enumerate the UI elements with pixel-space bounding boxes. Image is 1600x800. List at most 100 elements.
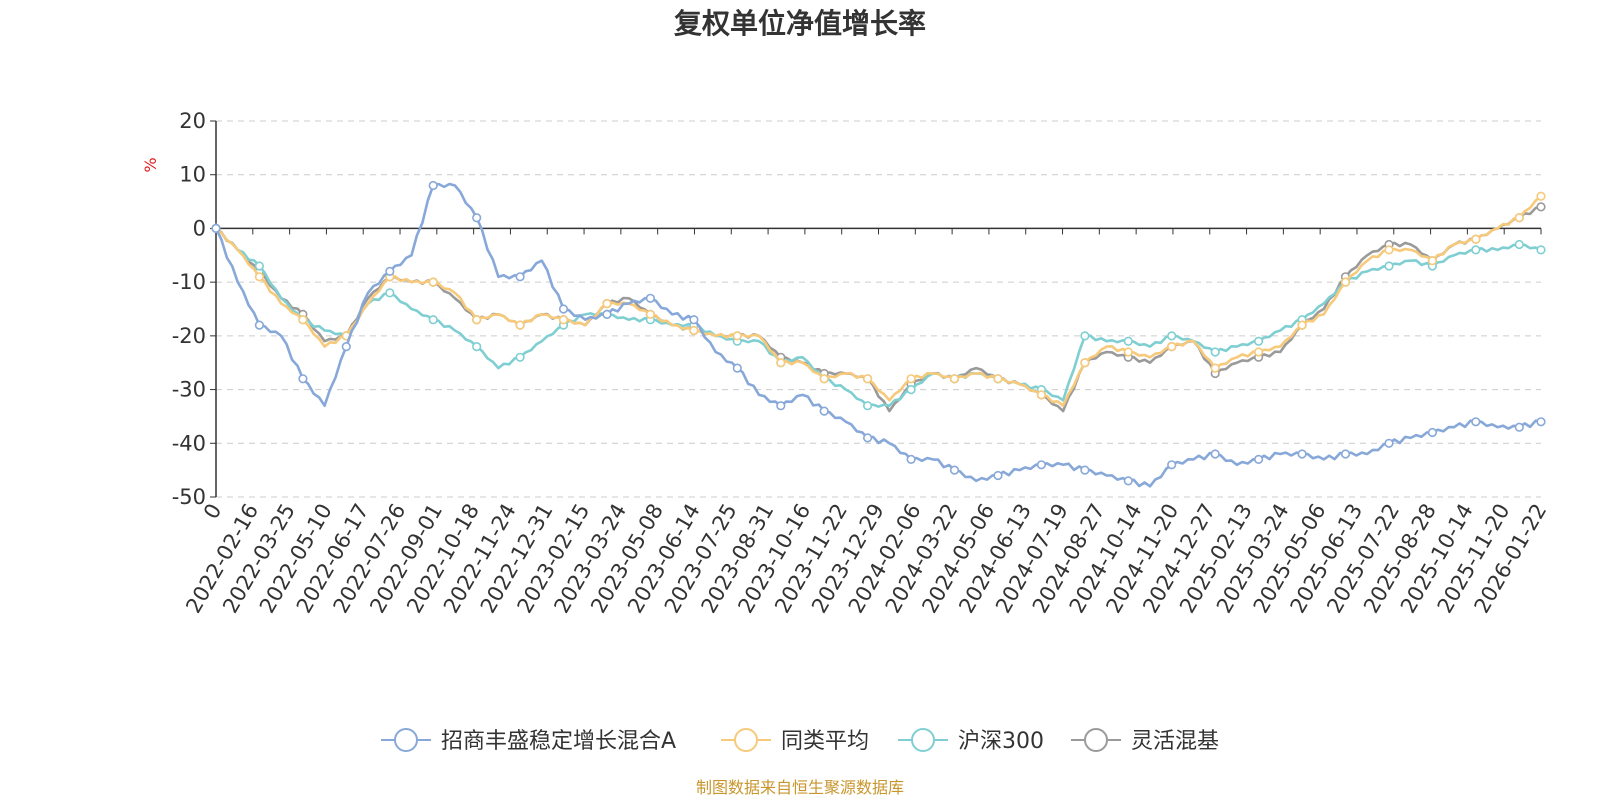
data-point [1297, 449, 1307, 459]
data-point [1536, 417, 1546, 427]
data-point [1123, 336, 1133, 346]
data-point [906, 454, 916, 465]
legend-marker [1084, 728, 1108, 752]
data-point [1514, 213, 1524, 223]
data-point [385, 266, 395, 277]
data-point [1471, 245, 1481, 255]
data-point [428, 315, 438, 325]
data-point [341, 342, 351, 352]
data-point [1210, 449, 1220, 459]
data-point [949, 465, 960, 475]
data-point [1340, 449, 1351, 459]
data-point [689, 325, 699, 336]
data-point [1471, 417, 1481, 427]
y-tick-label: -20 [172, 324, 206, 348]
y-axis: 20 10 0 -10 -20 -30 -40 -50 [172, 109, 217, 509]
data-point [1210, 363, 1220, 373]
data-point [1427, 256, 1437, 266]
data-point [949, 374, 960, 384]
data-source-note: 制图数据来自恒生聚源数据库 [696, 778, 904, 797]
data-point [1340, 277, 1351, 287]
data-point [732, 363, 742, 373]
series-group [211, 180, 1546, 488]
data-point [428, 180, 438, 191]
data-point [819, 374, 829, 384]
data-point [732, 331, 742, 341]
data-point [602, 309, 612, 320]
data-point [1384, 245, 1394, 255]
legend-item[interactable]: 灵活混基 [1071, 728, 1219, 754]
legend: 招商丰盛稳定增长混合A 同类平均 沪深300 灵活混基 [381, 728, 1219, 754]
data-point [472, 213, 482, 223]
data-point [906, 385, 916, 395]
legend-item[interactable]: 同类平均 [721, 728, 869, 754]
legend-marker [734, 728, 758, 752]
data-point [1123, 476, 1133, 486]
data-point [515, 352, 525, 362]
data-point [1036, 460, 1046, 470]
data-point [993, 470, 1003, 481]
data-point [254, 261, 264, 271]
data-point [862, 433, 873, 443]
data-point [1514, 239, 1524, 250]
y-tick-label: -40 [172, 431, 206, 455]
data-point [906, 374, 916, 384]
y-tick-label: 10 [179, 163, 206, 187]
data-point [1167, 331, 1177, 341]
data-point [558, 304, 569, 314]
data-point [862, 374, 873, 384]
data-point [1384, 261, 1394, 271]
data-point [515, 320, 525, 330]
data-point [1471, 234, 1481, 244]
y-tick-label: 0 [193, 216, 206, 240]
data-point [211, 223, 221, 233]
data-point [1536, 245, 1546, 255]
data-point [819, 406, 829, 416]
data-point [472, 342, 482, 352]
legend-marker [911, 728, 935, 752]
data-point [1514, 422, 1524, 432]
data-point [645, 293, 656, 303]
y-tick-label: 20 [179, 109, 206, 133]
data-point [1536, 202, 1546, 212]
legend-marker [394, 728, 418, 752]
y-tick-label: -10 [172, 270, 206, 294]
series-line [215, 227, 1542, 408]
y-tick-label: -30 [172, 378, 206, 402]
x-axis: 02022-02-162022-03-252022-05-102022-06-1… [181, 227, 1551, 617]
legend-item[interactable]: 招商丰盛稳定增长混合A [381, 728, 676, 754]
data-point [1080, 331, 1090, 341]
data-point [1384, 438, 1394, 448]
legend-label: 灵活混基 [1131, 729, 1219, 754]
data-point [298, 315, 308, 325]
data-point [602, 299, 612, 309]
data-point [993, 374, 1003, 384]
data-point [1427, 427, 1437, 438]
data-point [1210, 347, 1220, 357]
data-point [1167, 342, 1177, 352]
data-point [298, 374, 308, 384]
data-point [689, 315, 699, 325]
data-point [645, 309, 656, 320]
data-point [385, 288, 395, 298]
legend-label: 同类平均 [781, 729, 869, 754]
x-tick-label: 0 [199, 500, 226, 524]
data-point [1167, 460, 1177, 470]
y-axis-unit: % [141, 157, 160, 172]
data-point [428, 277, 438, 287]
data-point [1080, 465, 1090, 475]
data-point [254, 320, 264, 330]
data-point [515, 272, 525, 282]
data-point [1253, 454, 1264, 465]
data-point [776, 358, 786, 368]
data-point [1080, 358, 1090, 368]
legend-item[interactable]: 沪深300 [898, 728, 1044, 754]
data-point [862, 401, 873, 411]
data-point [558, 315, 569, 325]
chart-title: 复权单位净值增长率 [674, 7, 926, 40]
y-tick-label: -50 [172, 485, 206, 509]
legend-label: 招商丰盛稳定增长混合A [441, 729, 676, 754]
data-point [1123, 347, 1133, 357]
data-point [254, 272, 264, 282]
